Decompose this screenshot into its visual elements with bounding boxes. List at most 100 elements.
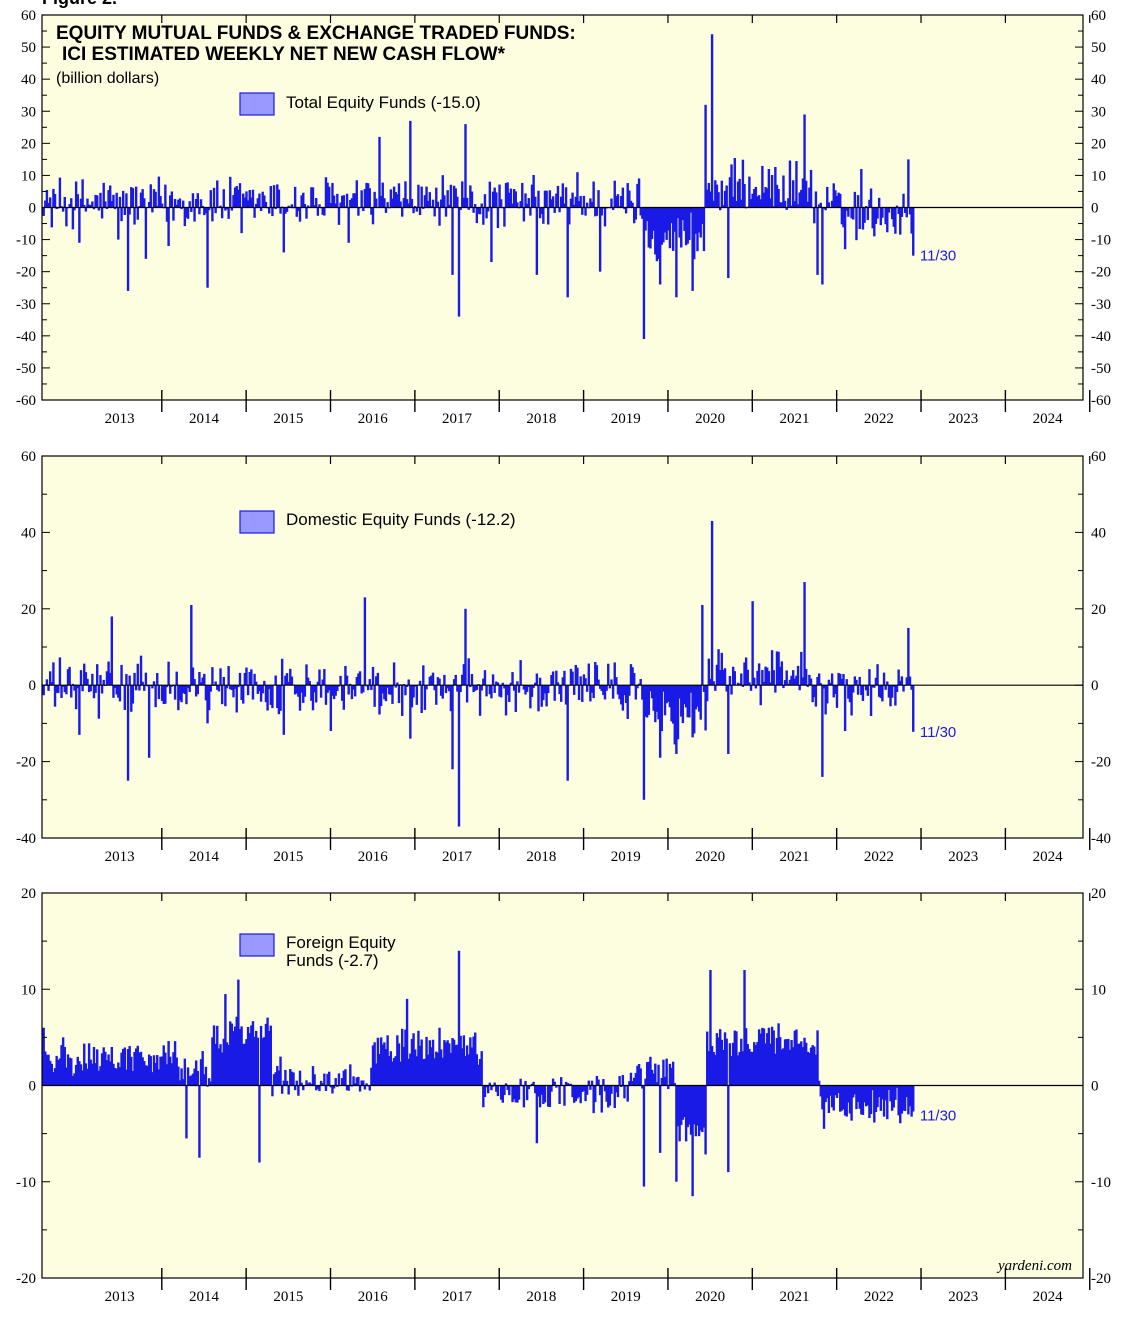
bar <box>128 207 131 215</box>
x-year-label: 2016 <box>358 849 389 865</box>
bar <box>478 1058 482 1086</box>
bar <box>271 207 274 217</box>
bar <box>736 181 740 208</box>
legend-swatch <box>239 933 275 957</box>
bar <box>509 188 513 208</box>
bar <box>563 670 566 686</box>
bar <box>657 1064 660 1086</box>
bar <box>76 1056 79 1086</box>
bar <box>233 685 237 689</box>
bar <box>251 189 255 208</box>
bar <box>572 204 576 208</box>
bar <box>506 182 509 208</box>
bar <box>78 207 81 243</box>
bar <box>207 685 211 711</box>
bar <box>276 184 279 208</box>
bar <box>756 670 759 686</box>
bar <box>865 205 868 208</box>
bar <box>206 685 209 724</box>
bar <box>633 207 636 224</box>
bar <box>383 1042 386 1086</box>
bar <box>459 207 462 210</box>
bar <box>657 207 660 259</box>
bar <box>220 685 224 705</box>
bar <box>579 676 582 686</box>
figure-label: Figure 2. <box>42 0 117 9</box>
bar <box>485 1085 488 1088</box>
bar <box>89 685 92 692</box>
bar <box>52 662 55 686</box>
bar <box>853 676 857 686</box>
bar <box>321 207 324 215</box>
bar <box>151 207 154 213</box>
bar <box>616 685 620 695</box>
bar <box>87 685 91 693</box>
bar <box>295 207 298 217</box>
bar <box>808 674 811 686</box>
bar <box>735 1031 738 1086</box>
bar <box>491 1085 495 1087</box>
bar <box>415 207 419 212</box>
bar <box>370 1067 373 1086</box>
bar <box>347 207 350 243</box>
bar <box>180 1068 183 1086</box>
bar <box>847 685 850 699</box>
bar <box>276 1065 279 1086</box>
bar <box>167 661 170 686</box>
bar <box>70 198 73 208</box>
bar <box>504 685 508 716</box>
bar <box>785 207 788 210</box>
bar <box>538 1085 542 1108</box>
bar <box>295 1080 298 1086</box>
bar <box>822 685 826 689</box>
bar <box>543 1085 547 1103</box>
x-year-label: 2023 <box>948 1289 978 1305</box>
bar <box>96 664 99 686</box>
bar <box>65 207 68 227</box>
bar <box>144 672 148 686</box>
bar <box>907 627 910 686</box>
bar <box>850 685 853 716</box>
bar <box>680 685 683 717</box>
bar <box>693 207 696 260</box>
bar <box>584 1085 587 1102</box>
bar <box>725 185 728 208</box>
bar <box>465 197 469 208</box>
bar <box>345 675 349 686</box>
bar <box>811 685 814 703</box>
bar <box>654 1063 657 1086</box>
bar <box>412 1033 415 1086</box>
bar <box>821 207 824 285</box>
bar <box>149 184 152 208</box>
bar <box>598 1085 602 1096</box>
bar <box>607 663 610 686</box>
bar <box>624 685 628 703</box>
bar <box>804 1042 808 1086</box>
bar <box>397 685 401 704</box>
x-year-label: 2024 <box>1033 411 1064 427</box>
bar <box>894 1085 897 1100</box>
bar <box>780 1049 784 1086</box>
bar <box>589 685 592 702</box>
bar <box>185 1085 188 1139</box>
bar <box>293 685 297 695</box>
bar <box>730 164 733 208</box>
bar <box>152 681 156 686</box>
bar <box>425 186 428 208</box>
bar <box>295 685 298 694</box>
bar <box>804 668 808 686</box>
bar <box>177 1066 180 1086</box>
bar <box>162 685 165 705</box>
bar <box>808 1052 811 1086</box>
bar <box>420 1039 423 1086</box>
bar <box>741 159 745 208</box>
bar <box>665 685 668 704</box>
bar <box>680 1085 683 1125</box>
bar <box>499 199 503 208</box>
bar <box>908 207 912 215</box>
bar <box>355 180 358 208</box>
bar <box>384 207 388 213</box>
bar <box>809 1047 813 1086</box>
bar <box>641 1085 644 1089</box>
bar <box>319 685 323 698</box>
